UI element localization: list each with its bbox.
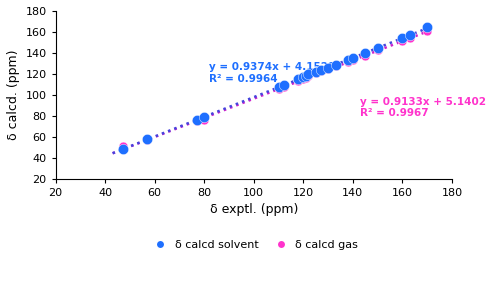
Point — [373, 46, 381, 50]
Point — [193, 119, 201, 124]
Point — [300, 76, 308, 81]
Text: y = 0.9133x + 5.1402
R² = 0.9967: y = 0.9133x + 5.1402 R² = 0.9967 — [360, 97, 486, 118]
Text: y = 0.9374x + 4.1529
R² = 0.9964: y = 0.9374x + 4.1529 R² = 0.9964 — [209, 62, 335, 84]
Point — [143, 138, 151, 142]
Point — [317, 68, 325, 73]
Point — [305, 74, 312, 78]
Point — [398, 39, 406, 43]
Point — [344, 57, 352, 62]
Point — [280, 83, 288, 88]
Point — [295, 78, 303, 83]
Point — [331, 63, 339, 67]
Point — [302, 75, 310, 80]
Point — [344, 59, 352, 64]
Point — [275, 87, 283, 92]
Point — [275, 85, 283, 89]
Point — [349, 56, 357, 60]
Point — [361, 53, 369, 58]
Point — [312, 70, 320, 75]
Point — [423, 24, 431, 29]
Point — [423, 29, 431, 34]
Point — [305, 72, 312, 77]
Point — [317, 69, 325, 74]
Point — [119, 144, 126, 149]
Point — [406, 33, 414, 37]
Point — [406, 35, 414, 40]
Point — [361, 51, 369, 55]
Point — [373, 47, 381, 52]
Point — [398, 36, 406, 40]
Point — [200, 114, 208, 119]
Point — [349, 57, 357, 62]
Point — [324, 65, 332, 70]
Point — [300, 74, 308, 79]
Point — [295, 76, 303, 81]
Point — [302, 74, 310, 78]
Point — [324, 67, 332, 72]
Y-axis label: δ calcd. (ppm): δ calcd. (ppm) — [7, 50, 20, 140]
Point — [193, 118, 201, 122]
Point — [143, 137, 151, 142]
Point — [331, 64, 339, 68]
Point — [312, 71, 320, 75]
X-axis label: δ exptl. (ppm): δ exptl. (ppm) — [210, 203, 298, 217]
Point — [200, 118, 208, 122]
Legend: δ calcd solvent, δ calcd gas: δ calcd solvent, δ calcd gas — [145, 235, 363, 254]
Point — [280, 85, 288, 89]
Point — [119, 147, 126, 152]
